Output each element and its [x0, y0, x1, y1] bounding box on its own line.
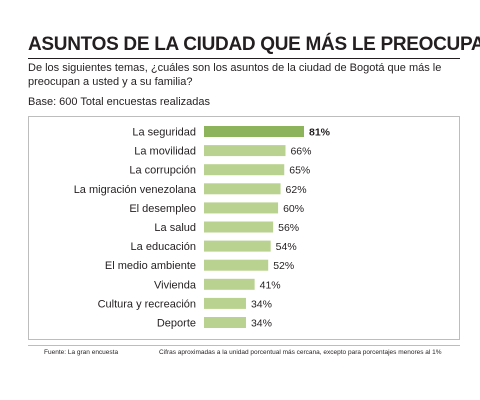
value-label: 66%	[290, 146, 311, 158]
value-label: 34%	[251, 298, 272, 310]
bar	[204, 278, 255, 290]
category-label: La educación	[131, 241, 196, 253]
category-label: El desempleo	[129, 203, 196, 215]
bar	[204, 221, 274, 233]
value-label: 65%	[289, 165, 310, 177]
value-label: 41%	[260, 279, 281, 291]
category-label: La seguridad	[132, 127, 196, 139]
value-label: 60%	[283, 203, 304, 215]
value-label: 56%	[278, 222, 299, 234]
bar	[204, 202, 279, 214]
bar	[204, 164, 285, 176]
value-label: 54%	[276, 241, 297, 253]
survey-base-note: Base: 600 Total encuestas realizadas	[28, 96, 211, 108]
bar	[204, 145, 286, 157]
chart-area: La seguridad 81% La movilidad 66% La corrupc…	[28, 116, 460, 340]
bar	[204, 240, 271, 252]
category-label: Cultura y recreación	[98, 298, 196, 310]
value-label: 81%	[309, 127, 331, 139]
category-label: La salud	[154, 222, 196, 234]
source-note: Fuente: La gran encuesta	[44, 349, 119, 356]
value-label: 52%	[273, 260, 294, 272]
category-label: Vivienda	[154, 279, 197, 291]
bar	[204, 126, 304, 137]
rounding-note: Cifras aproximadas a la unidad porcentua…	[159, 349, 442, 356]
value-label: 34%	[251, 318, 272, 330]
bar-chart: La seguridad 81% La movilidad 66% La corrupc…	[74, 126, 331, 330]
bar	[204, 183, 281, 195]
footer-divider	[28, 345, 460, 346]
value-label: 62%	[286, 184, 307, 196]
chart-title: ASUNTOS DE LA CIUDAD QUE MÁS LE PREOCUPA…	[28, 34, 480, 55]
bar	[204, 259, 269, 271]
chart-subtitle: De los siguientes temas, ¿cuáles son los…	[28, 62, 442, 88]
bar	[204, 317, 246, 328]
category-label: La corrupción	[129, 165, 196, 177]
bar	[204, 297, 246, 309]
category-label: Deporte	[157, 318, 196, 330]
title-divider	[28, 58, 460, 59]
category-label: La migración venezolana	[74, 184, 197, 196]
category-label: La movilidad	[134, 146, 196, 158]
category-label: El medio ambiente	[105, 260, 196, 272]
